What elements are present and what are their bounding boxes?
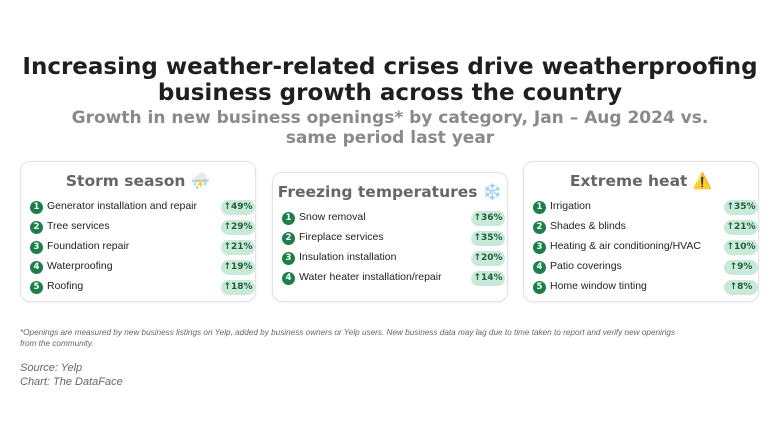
table-row: 2 Tree services ↑29% bbox=[30, 219, 255, 237]
rank-badge: 3 bbox=[282, 252, 295, 265]
table-row: 2 Shades & blinds ↑21% bbox=[533, 219, 758, 237]
warning-icon: ⚠️ bbox=[692, 172, 713, 190]
table-row: 5 Home window tinting ↑8% bbox=[533, 279, 758, 297]
rank-badge: 4 bbox=[533, 261, 546, 274]
card-freezing-temperatures: Freezing temperatures ❄️ 1 Snow removal ↑3… bbox=[272, 172, 508, 302]
table-row: 1 Snow removal ↑36% bbox=[282, 210, 505, 228]
table-row: 3 Foundation repair ↑21% bbox=[30, 239, 255, 257]
growth-value-pill: ↑20% bbox=[471, 251, 505, 266]
credit-text: Chart: The DataFace bbox=[20, 376, 123, 388]
table-row: 3 Insulation installation ↑20% bbox=[282, 250, 505, 268]
category-label: Water heater installation/repair bbox=[299, 271, 442, 283]
category-label: Snow removal bbox=[299, 211, 366, 223]
growth-value-pill: ↑35% bbox=[471, 231, 505, 246]
category-label: Insulation installation bbox=[299, 251, 397, 263]
rank-badge: 1 bbox=[30, 201, 43, 214]
category-label: Heating & air conditioning/HVAC bbox=[550, 240, 701, 252]
snowflake-icon: ❄️ bbox=[482, 183, 503, 201]
category-label: Foundation repair bbox=[47, 240, 130, 252]
category-label: Fireplace services bbox=[299, 231, 384, 243]
chart-title-line-1: Increasing weather-related crises drive … bbox=[22, 54, 758, 80]
rank-badge: 5 bbox=[30, 281, 43, 294]
rank-badge: 2 bbox=[30, 221, 43, 234]
table-row: 1 Generator installation and repair ↑49% bbox=[30, 199, 255, 217]
rank-badge: 5 bbox=[533, 281, 546, 294]
table-row: 1 Irrigation ↑35% bbox=[533, 199, 758, 217]
card-title-extreme-heat: Extreme heat ⚠️ bbox=[569, 172, 713, 190]
category-label: Shades & blinds bbox=[550, 220, 626, 232]
growth-value-pill: ↑21% bbox=[221, 240, 255, 255]
rank-badge: 2 bbox=[533, 221, 546, 234]
category-label: Generator installation and repair bbox=[47, 200, 198, 212]
rank-badge: 3 bbox=[533, 241, 546, 254]
card-title-storm-season: Storm season ⛈️ bbox=[65, 172, 211, 190]
growth-value-pill: ↑14% bbox=[471, 271, 505, 286]
chart-subtitle-line-1: Growth in new business openings* by cate… bbox=[71, 108, 709, 128]
growth-value-pill: ↑10% bbox=[724, 240, 758, 255]
table-row: 4 Waterproofing ↑19% bbox=[30, 259, 255, 277]
growth-value-pill: ↑9% bbox=[724, 260, 758, 275]
growth-value-pill: ↑21% bbox=[724, 220, 758, 235]
footnote-line-2: from the community. bbox=[20, 339, 94, 348]
source-text: Source: Yelp bbox=[20, 362, 83, 374]
table-row: 3 Heating & air conditioning/HVAC ↑10% bbox=[533, 239, 758, 257]
growth-value-pill: ↑18% bbox=[221, 280, 255, 295]
growth-value-pill: ↑29% bbox=[221, 220, 255, 235]
category-label: Patio coverings bbox=[550, 260, 622, 272]
card-title-freezing-temperatures: Freezing temperatures ❄️ bbox=[277, 183, 503, 201]
table-row: 4 Water heater installation/repair ↑14% bbox=[282, 270, 505, 288]
footnote-line-1: *Openings are measured by new business l… bbox=[20, 328, 676, 337]
chart-title-line-2: business growth across the country bbox=[157, 80, 623, 106]
growth-value-pill: ↑35% bbox=[724, 200, 758, 215]
category-label: Home window tinting bbox=[550, 280, 647, 292]
growth-value-pill: ↑8% bbox=[724, 280, 758, 295]
rank-badge: 1 bbox=[282, 212, 295, 225]
growth-value-pill: ↑36% bbox=[471, 211, 505, 226]
storm-cloud-icon: ⛈️ bbox=[190, 172, 211, 190]
category-label: Waterproofing bbox=[47, 260, 113, 272]
growth-value-pill: ↑49% bbox=[221, 200, 255, 215]
table-row: 2 Fireplace services ↑35% bbox=[282, 230, 505, 248]
chart-subtitle-line-2: same period last year bbox=[285, 128, 495, 148]
rank-badge: 4 bbox=[30, 261, 43, 274]
rank-badge: 1 bbox=[533, 201, 546, 214]
category-label: Roofing bbox=[47, 280, 84, 292]
rank-badge: 2 bbox=[282, 232, 295, 245]
category-label: Irrigation bbox=[550, 200, 591, 212]
card-storm-season: Storm season ⛈️ 1 Generator installation … bbox=[20, 161, 256, 302]
rank-badge: 4 bbox=[282, 272, 295, 285]
card-extreme-heat: Extreme heat ⚠️ 1 Irrigation ↑35% 2 Shades &… bbox=[523, 161, 759, 302]
rank-badge: 3 bbox=[30, 241, 43, 254]
table-row: 5 Roofing ↑18% bbox=[30, 279, 255, 297]
table-row: 4 Patio coverings ↑9% bbox=[533, 259, 758, 277]
category-label: Tree services bbox=[47, 220, 110, 232]
growth-value-pill: ↑19% bbox=[221, 260, 255, 275]
